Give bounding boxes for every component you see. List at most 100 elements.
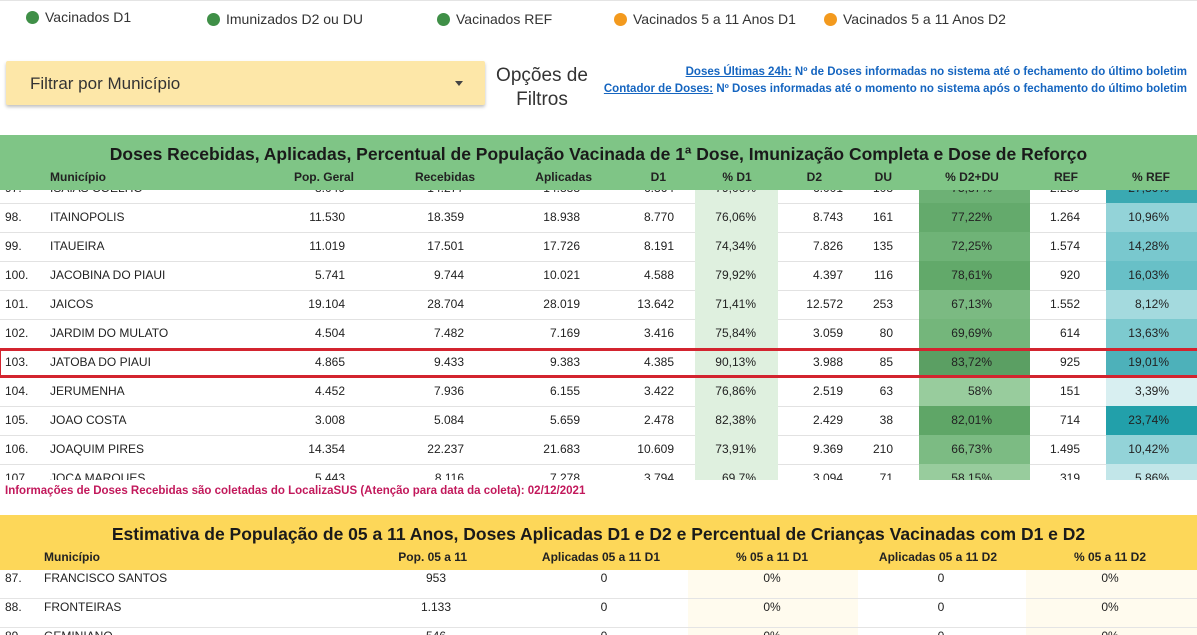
- table-row[interactable]: 102. JARDIM DO MULATO 4.504 7.482 7.169 3.416…: [0, 319, 1197, 349]
- col-header-pct-d2du[interactable]: % D2+DU: [945, 170, 999, 184]
- pct-d1-cell-bg: [695, 377, 778, 406]
- cell-pop-geral: 14.354: [308, 442, 345, 456]
- cell-row-number: 97.: [5, 190, 22, 203]
- legend-label: Vacinados 5 a 11 Anos D2: [843, 11, 1006, 27]
- cell-pop-geral: 19.104: [308, 297, 345, 311]
- table-row[interactable]: 97. ISAIAS COELHO 8.049 14.277 14.888 6.364 79…: [0, 190, 1197, 204]
- col-header-pop-5a11[interactable]: Pop. 05 a 11: [398, 550, 467, 564]
- table-row[interactable]: 107. JOCA MARQUES 5.443 8.116 7.278 3.794 69,7…: [0, 464, 1197, 480]
- cell-pct-d2du: 77,22%: [951, 210, 992, 224]
- col-header-pct-d2[interactable]: % 05 a 11 D2: [1073, 550, 1147, 564]
- col-header-du[interactable]: DU: [874, 170, 892, 184]
- col-header-municipio[interactable]: Município: [50, 170, 106, 184]
- contador-text: Nº Doses informadas até o momento no sis…: [713, 83, 1187, 95]
- cell-pct-d1: 79,92%: [715, 268, 756, 282]
- pct-ref-cell-bg: [1106, 290, 1197, 319]
- col-header-pct-d1[interactable]: % D1: [722, 170, 752, 184]
- table-row[interactable]: 100. JACOBINA DO PIAUI 5.741 9.744 10.021 4.5…: [0, 261, 1197, 291]
- col-header-ref[interactable]: REF: [1054, 170, 1078, 184]
- cell-pop-5a11: 953: [425, 571, 447, 585]
- cell-aplicadas: 14.888: [543, 190, 580, 203]
- options-label: Opções de Filtros: [496, 65, 588, 110]
- cell-pct-d2du: 83,72%: [951, 355, 992, 369]
- pct-d1-cell-bg: [695, 232, 778, 261]
- pct-d1-cell-bg: [695, 406, 778, 435]
- children-table-header: Estimativa de População de 05 a 11 Anos,…: [0, 515, 1197, 570]
- col-header-municipio[interactable]: Município: [44, 550, 100, 564]
- dropdown-caret-icon: [455, 81, 463, 86]
- legend-label: Imunizados D2 ou DU: [226, 11, 363, 27]
- cell-aplicadas-d2: 0: [937, 571, 945, 585]
- pct-d1-cell-bg: [688, 570, 858, 598]
- legend-dot-icon: [614, 12, 627, 26]
- table-row[interactable]: 87. FRANCISCO SANTOS 953 0 0% 0 0%: [0, 570, 1197, 599]
- cell-ref: 714: [1059, 413, 1080, 427]
- cell-aplicadas-d1: 0: [600, 571, 608, 585]
- pct-d2du-cell-bg: [919, 377, 1030, 406]
- cell-recebidas: 9.433: [433, 355, 464, 369]
- pct-ref-cell-bg: [1106, 232, 1197, 261]
- col-header-d2[interactable]: D2: [806, 170, 822, 184]
- cell-pct-ref: 5,86%: [1134, 471, 1169, 480]
- table-row[interactable]: 89. GEMINIANO 546 0 0% 0 0%: [0, 628, 1197, 635]
- cell-d2: 6.001: [813, 190, 843, 203]
- col-header-pct-ref[interactable]: % REF: [1131, 170, 1171, 184]
- cell-recebidas: 8.116: [434, 471, 464, 480]
- cell-d1: 4.588: [643, 268, 674, 282]
- col-header-pop-geral[interactable]: Pop. Geral: [293, 170, 354, 184]
- cell-pop-geral: 8.049: [315, 190, 345, 203]
- cell-d2: 12.572: [806, 297, 843, 311]
- cell-pop-5a11: 546: [426, 628, 446, 635]
- cell-d1: 8.191: [643, 239, 674, 253]
- col-header-aplicadas-d2[interactable]: Aplicadas 05 a 11 D2: [878, 550, 997, 564]
- doses-table-body[interactable]: 97. ISAIAS COELHO 8.049 14.277 14.888 6.364 79…: [0, 190, 1197, 480]
- cell-municipio: ISAIAS COELHO: [50, 190, 143, 203]
- table-row[interactable]: 98. ITAINOPOLIS 11.530 18.359 18.938 8.770 76,…: [0, 203, 1197, 233]
- pct-d2-cell-bg: [1026, 628, 1197, 635]
- cell-row-number: 105.: [5, 413, 29, 427]
- cell-pct-ref: 10,96%: [1128, 210, 1169, 224]
- cell-recebidas: 14.277: [427, 190, 464, 203]
- pct-d2-cell-bg: [1026, 599, 1197, 627]
- table-row[interactable]: 105. JOAO COSTA 3.008 5.084 5.659 2.478 82,38%…: [0, 406, 1197, 436]
- cell-pct-ref: 14,28%: [1128, 239, 1169, 253]
- cell-pct-ref: 3,39%: [1134, 384, 1169, 398]
- cell-d2: 4.397: [812, 268, 843, 282]
- cell-du: 85: [879, 355, 893, 369]
- cell-recebidas: 9.744: [433, 268, 464, 282]
- cell-aplicadas: 21.683: [543, 442, 580, 456]
- cell-du: 38: [879, 413, 893, 427]
- cell-municipio: ITAUEIRA: [50, 239, 105, 253]
- col-header-aplicadas-d1[interactable]: Aplicadas 05 a 11 D1: [541, 550, 660, 564]
- pct-ref-cell-bg: [1106, 190, 1197, 203]
- table-row[interactable]: 99. ITAUEIRA 11.019 17.501 17.726 8.191 74,34%…: [0, 232, 1197, 262]
- table-row[interactable]: 88. FRONTEIRAS 1.133 0 0% 0 0%: [0, 599, 1197, 628]
- cell-row-number: 101.: [5, 297, 29, 311]
- pct-d1-cell-bg: [695, 348, 778, 377]
- cell-du: 210: [872, 442, 893, 456]
- col-header-pct-d1[interactable]: % 05 a 11 D1: [735, 550, 809, 564]
- contador-link[interactable]: Contador de Doses:: [603, 83, 714, 95]
- cell-d1: 10.609: [637, 442, 674, 456]
- table-row[interactable]: 104. JERUMENHA 4.452 7.936 6.155 3.422 76,86% 2…: [0, 377, 1197, 407]
- cell-du: 161: [872, 210, 893, 224]
- legend-dot-icon: [437, 12, 450, 26]
- table-row[interactable]: 106. JOAQUIM PIRES 14.354 22.237 21.683 10.60…: [0, 435, 1197, 465]
- cell-d2: 3.988: [812, 355, 843, 369]
- doses-table-title: Doses Recebidas, Aplicadas, Percentual d…: [109, 144, 1088, 164]
- col-header-d1[interactable]: D1: [650, 170, 666, 184]
- pct-ref-cell-bg: [1106, 203, 1197, 232]
- cell-pct-d2: 0%: [1101, 600, 1119, 614]
- table-row[interactable]: 103. JATOBA DO PIAUI 4.865 9.433 9.383 4.385 9…: [0, 348, 1197, 378]
- municipio-filter-dropdown[interactable]: Filtrar por Município: [6, 61, 485, 105]
- children-table-body[interactable]: 87. FRANCISCO SANTOS 953 0 0% 0 0% 88. FRONTEIRA…: [0, 570, 1197, 635]
- table-row[interactable]: 101. JAICOS 19.104 28.704 28.019 13.642 71,41%…: [0, 290, 1197, 320]
- cell-pct-d2du: 67,13%: [951, 297, 992, 311]
- pct-d2du-cell-bg: [919, 290, 1030, 319]
- col-header-recebidas[interactable]: Recebidas: [414, 170, 475, 184]
- cell-aplicadas: 18.938: [543, 210, 580, 224]
- cell-row-number: 106.: [5, 442, 29, 456]
- doses-24h-link[interactable]: Doses Últimas 24h:: [685, 66, 792, 78]
- pct-d1-cell-bg: [688, 628, 858, 635]
- col-header-aplicadas[interactable]: Aplicadas: [535, 170, 592, 184]
